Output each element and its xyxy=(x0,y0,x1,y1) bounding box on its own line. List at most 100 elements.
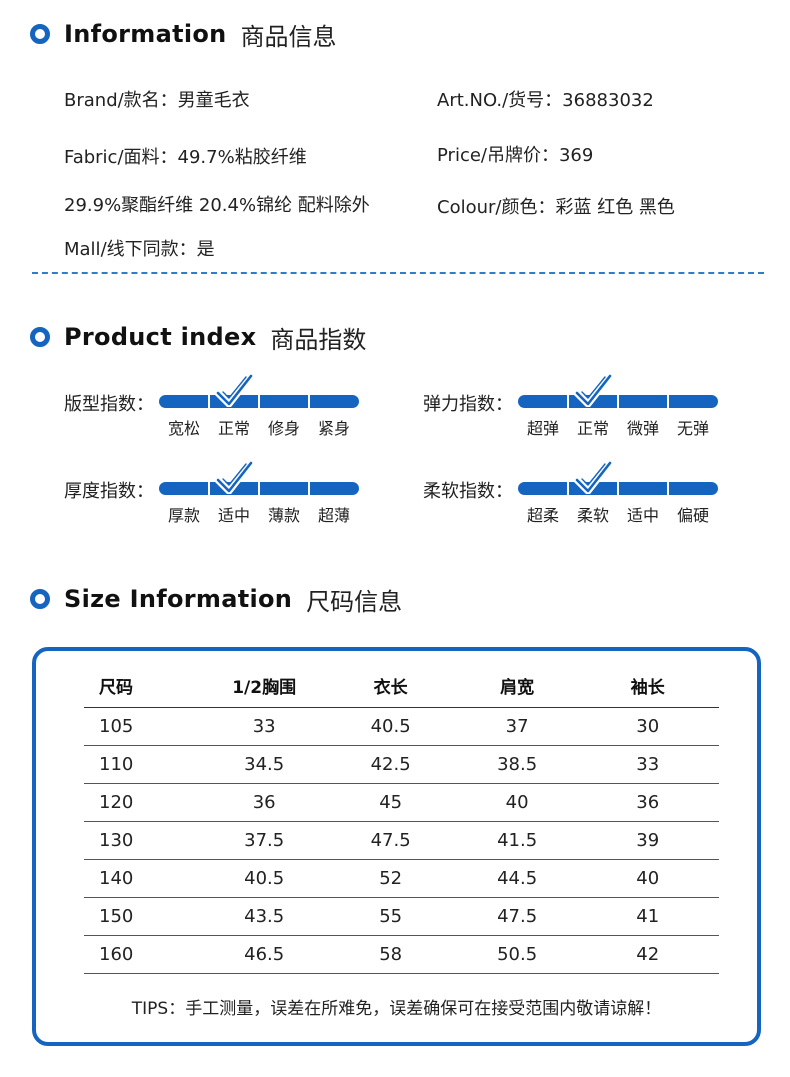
table-row: 150 43.5 55 47.5 41 xyxy=(84,897,719,936)
scale-divider xyxy=(617,395,619,408)
index-label: 版型指数： xyxy=(64,394,154,415)
size-table: 尺码 1/2胸围 衣长 肩宽 袖长 105 33 40.5 37 30 110 34.5 42.5 38… xyxy=(84,665,719,974)
section-title-cn: 商品指数 xyxy=(270,325,367,354)
table-row: 140 40.5 52 44.5 40 xyxy=(84,859,719,898)
index-option: 紧身 xyxy=(317,419,350,438)
table-cell: 33 xyxy=(204,707,324,746)
section-title-cn: 商品信息 xyxy=(240,22,337,51)
index-label: 弹力指数： xyxy=(423,394,513,415)
column-header: 衣长 xyxy=(323,665,458,708)
index-option: 适中 xyxy=(217,506,250,525)
scale-divider xyxy=(567,482,569,495)
fabric-line-2: 29.9%聚酯纤维 20.4%锦纶 配料除外 xyxy=(64,195,370,216)
index-option: 微弹 xyxy=(626,419,659,438)
index-label: 柔软指数： xyxy=(423,481,513,502)
table-row: 160 46.5 58 50.5 42 xyxy=(84,935,719,974)
index-option: 宽松 xyxy=(167,419,200,438)
section-title-en: Size Information xyxy=(64,585,293,613)
table-row: 105 33 40.5 37 30 xyxy=(84,707,719,746)
ring-bullet-icon xyxy=(30,24,50,44)
section-header-product-index: Product index 商品指数 xyxy=(30,321,367,354)
table-cell: 44.5 xyxy=(457,859,577,898)
scale-divider xyxy=(308,482,310,495)
index-option: 超薄 xyxy=(317,506,350,525)
scale-divider xyxy=(667,395,669,408)
index-option: 偏硬 xyxy=(676,506,709,525)
scale-divider xyxy=(208,482,210,495)
table-cell: 42.5 xyxy=(323,745,458,784)
index-option: 无弹 xyxy=(676,419,709,438)
table-cell: 34.5 xyxy=(204,745,324,784)
table-cell: 42 xyxy=(576,935,719,974)
table-cell: 55 xyxy=(323,897,458,936)
table-cell: 160 xyxy=(84,935,205,974)
section-divider xyxy=(32,272,764,274)
index-option: 薄款 xyxy=(267,506,300,525)
table-cell: 58 xyxy=(323,935,458,974)
section-header-size-information: Size Information 尺码信息 xyxy=(30,583,403,616)
checkmark-icon xyxy=(215,460,253,494)
index-option: 超柔 xyxy=(526,506,559,525)
table-row: 110 34.5 42.5 38.5 33 xyxy=(84,745,719,784)
table-cell: 130 xyxy=(84,821,205,860)
table-row: 120 36 45 40 36 xyxy=(84,783,719,822)
index-scale-bar xyxy=(518,482,718,495)
table-cell: 140 xyxy=(84,859,205,898)
table-cell: 40 xyxy=(457,783,577,822)
table-cell: 36 xyxy=(576,783,719,822)
table-cell: 39 xyxy=(576,821,719,860)
index-option: 柔软 xyxy=(576,506,609,525)
section-title-en: Information xyxy=(64,20,227,48)
scale-divider xyxy=(617,482,619,495)
fabric-line: Fabric/面料：49.7%粘胶纤维 xyxy=(64,147,307,168)
table-cell: 40.5 xyxy=(204,859,324,898)
scale-divider xyxy=(258,395,260,408)
column-header: 肩宽 xyxy=(457,665,577,708)
checkmark-icon xyxy=(574,460,612,494)
table-cell: 37 xyxy=(457,707,577,746)
tips-note: TIPS：手工测量，误差在所难免，误差确保可在接受范围内敬请谅解！ xyxy=(131,999,662,1019)
table-cell: 110 xyxy=(84,745,205,784)
scale-divider xyxy=(258,482,260,495)
index-option: 适中 xyxy=(626,506,659,525)
checkmark-icon xyxy=(215,373,253,407)
table-header-row: 尺码 1/2胸围 衣长 肩宽 袖长 xyxy=(84,665,719,708)
table-cell: 120 xyxy=(84,783,205,822)
scale-divider xyxy=(667,482,669,495)
table-cell: 40.5 xyxy=(323,707,458,746)
table-cell: 40 xyxy=(576,859,719,898)
table-cell: 45 xyxy=(323,783,458,822)
column-header: 1/2胸围 xyxy=(204,665,324,708)
price-line: Price/吊牌价：369 xyxy=(437,145,594,166)
table-cell: 105 xyxy=(84,707,205,746)
ring-bullet-icon xyxy=(30,327,50,347)
table-cell: 50.5 xyxy=(457,935,577,974)
table-cell: 30 xyxy=(576,707,719,746)
table-cell: 36 xyxy=(204,783,324,822)
index-option: 超弹 xyxy=(526,419,559,438)
checkmark-icon xyxy=(574,373,612,407)
scale-divider xyxy=(208,395,210,408)
mall-line: Mall/线下同款：是 xyxy=(64,239,215,260)
index-scale-bar xyxy=(159,482,359,495)
colour-line: Colour/颜色：彩蓝 红色 黑色 xyxy=(437,197,675,218)
index-option: 修身 xyxy=(267,419,300,438)
table-cell: 43.5 xyxy=(204,897,324,936)
artno-line: Art.NO./货号：36883032 xyxy=(437,90,654,111)
index-scale-bar xyxy=(518,395,718,408)
ring-bullet-icon xyxy=(30,589,50,609)
index-option: 正常 xyxy=(217,419,250,438)
table-cell: 37.5 xyxy=(204,821,324,860)
table-cell: 47.5 xyxy=(323,821,458,860)
brand-line: Brand/款名：男童毛衣 xyxy=(64,90,250,111)
index-label: 厚度指数： xyxy=(64,481,154,502)
table-cell: 41.5 xyxy=(457,821,577,860)
index-option: 厚款 xyxy=(167,506,200,525)
table-row: 130 37.5 47.5 41.5 39 xyxy=(84,821,719,860)
section-title-cn: 尺码信息 xyxy=(306,587,403,616)
table-cell: 52 xyxy=(323,859,458,898)
table-cell: 33 xyxy=(576,745,719,784)
column-header: 袖长 xyxy=(576,665,719,708)
scale-divider xyxy=(308,395,310,408)
section-title-en: Product index xyxy=(64,323,257,351)
